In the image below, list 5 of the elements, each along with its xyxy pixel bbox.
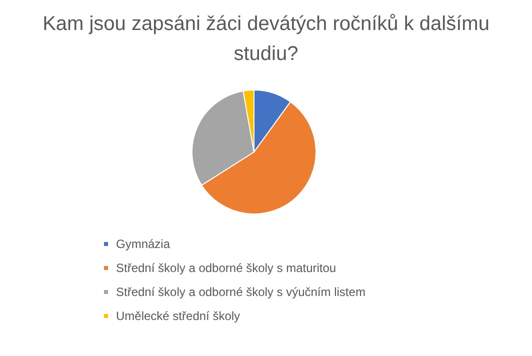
legend-label: Střední školy a odborné školy s maturitou bbox=[116, 261, 336, 275]
legend-label: Gymnázia bbox=[116, 237, 170, 251]
legend-label: Umělecké střední školy bbox=[116, 309, 240, 323]
legend-label: Střední školy a odborné školy s výučním listem bbox=[116, 285, 366, 299]
chart-title: Kam jsou zapsáni žáci devátých ročníků k dalšímu studiu? bbox=[42, 13, 490, 65]
